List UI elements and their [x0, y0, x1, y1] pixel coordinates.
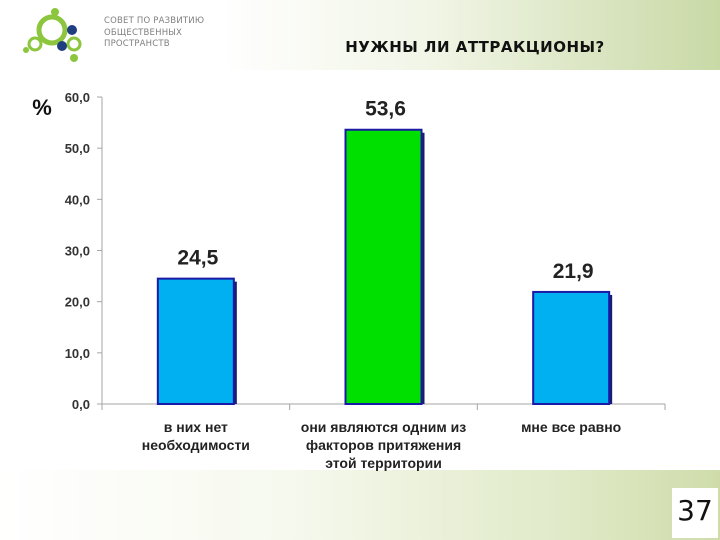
data-label: 53,6 — [365, 98, 406, 121]
category-label: этой территории — [325, 455, 442, 471]
logo-panel: СОВЕТ ПО РАЗВИТИЮ ОБЩЕСТВЕННЫХ ПРОСТРАНС… — [0, 0, 228, 70]
y-tick-label: 30,0 — [65, 244, 90, 259]
y-tick-label: 0,0 — [72, 397, 90, 412]
y-tick-label: 10,0 — [65, 346, 90, 361]
bar — [156, 277, 235, 405]
data-label: 24,5 — [177, 247, 218, 270]
chart-bars — [156, 128, 613, 406]
bar — [344, 128, 423, 405]
logo-line: СОВЕТ ПО РАЗВИТИЮ — [104, 16, 205, 26]
logo-text: СОВЕТ ПО РАЗВИТИЮ ОБЩЕСТВЕННЫХ ПРОСТРАНС… — [104, 16, 224, 51]
page-title: НУЖНЫ ЛИ АТТРАКЦИОНЫ? — [345, 38, 605, 56]
chart-labels: 24,5 в них нет необходимости 53,6 они являют… — [142, 98, 622, 471]
logo-icon — [23, 8, 82, 62]
y-tick-label: 60,0 — [65, 90, 90, 105]
bar — [532, 290, 611, 406]
category-label: факторов притяжения — [306, 437, 461, 453]
y-tick-label: 40,0 — [65, 192, 90, 207]
logo-line: ПРОСТРАНСТВ — [104, 39, 170, 49]
page-number: 37 — [677, 494, 713, 527]
footer-band — [0, 470, 720, 540]
y-tick-label: 20,0 — [65, 295, 90, 310]
data-label: 21,9 — [553, 260, 594, 283]
y-axis-label: % — [32, 95, 52, 120]
chart-axes: 0,0 10,0 20,0 30,0 40,0 50,0 60,0% — [32, 90, 666, 412]
page-number-box — [672, 488, 718, 538]
category-label: мне все равно — [521, 419, 621, 435]
category-label: в них нет — [164, 419, 228, 435]
category-label: необходимости — [142, 437, 250, 453]
category-label: они являются одним из — [301, 419, 466, 435]
logo-line: ОБЩЕСТВЕННЫХ — [104, 27, 183, 38]
y-tick-label: 50,0 — [65, 141, 90, 156]
